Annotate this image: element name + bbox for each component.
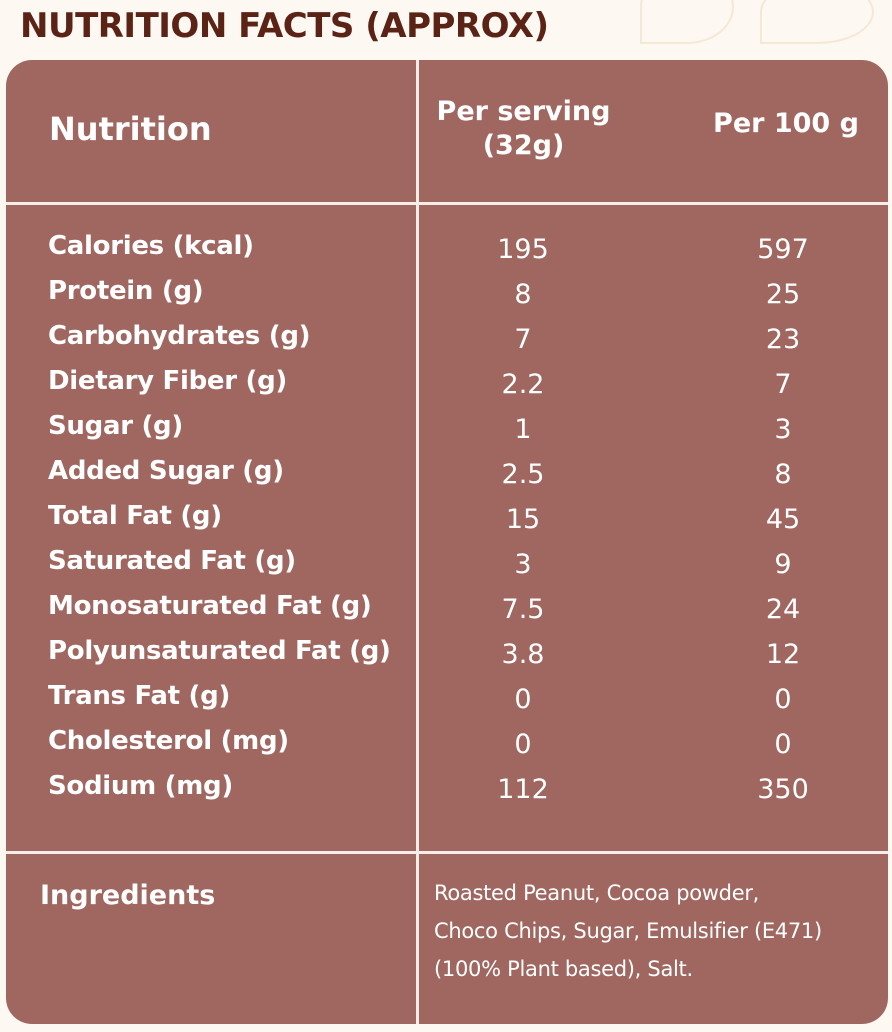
page-title: NUTRITION FACTS (APPROX): [20, 6, 549, 46]
nutrient-name: Carbohydrates (g): [48, 321, 311, 351]
per-100g-value: 597: [757, 234, 809, 265]
per-serving-value: 112: [497, 774, 549, 805]
per-100g-column-header: Per 100 g: [713, 108, 859, 139]
background-decoration: [760, 0, 874, 44]
table-row: Dietary Fiber (g) 2.2 7: [6, 362, 888, 407]
nutrient-name: Saturated Fat (g): [48, 546, 296, 576]
background-decoration: [640, 0, 734, 44]
per-serving-value: 0: [514, 729, 532, 760]
per-serving-value: 0: [514, 684, 532, 715]
per-100g-value: 7: [774, 369, 792, 400]
nutrition-table: Nutrition Per serving (32g) Per 100 g Ca…: [6, 60, 888, 1024]
nutrition-rows: Calories (kcal) 195 597 Protein (g) 8 25…: [6, 227, 888, 812]
per-serving-column-header: Per serving (32g): [426, 95, 621, 163]
per-100g-value: 25: [765, 279, 801, 310]
nutrient-name: Total Fat (g): [48, 501, 222, 531]
per-100g-value: 12: [765, 639, 801, 670]
ingredients-line: Choco Chips, Sugar, Emulsifier (E471): [434, 919, 822, 943]
ingredients-divider: [6, 851, 888, 854]
per-serving-value: 7.5: [501, 594, 545, 625]
per-serving-value: 15: [505, 504, 541, 535]
per-100g-value: 23: [765, 324, 801, 355]
per-serving-header-line1: Per serving: [436, 96, 611, 127]
table-row: Calories (kcal) 195 597: [6, 227, 888, 272]
table-row: Total Fat (g) 15 45: [6, 497, 888, 542]
header-divider: [6, 202, 888, 205]
ingredients-line: (100% Plant based), Salt.: [434, 957, 693, 981]
per-serving-value: 2.5: [501, 459, 545, 490]
ingredients-line: Roasted Peanut, Cocoa powder,: [434, 881, 760, 905]
table-row: Polyunsaturated Fat (g) 3.8 12: [6, 632, 888, 677]
table-row: Protein (g) 8 25: [6, 272, 888, 317]
nutrient-name: Protein (g): [48, 276, 204, 306]
per-serving-value: 7: [514, 324, 532, 355]
ingredients-label: Ingredients: [40, 880, 216, 911]
per-100g-value: 0: [774, 729, 792, 760]
table-row: Monosaturated Fat (g) 7.5 24: [6, 587, 888, 632]
per-100g-value: 24: [765, 594, 801, 625]
nutrient-name: Dietary Fiber (g): [48, 366, 287, 396]
nutrient-name: Calories (kcal): [48, 231, 254, 261]
nutrient-name: Polyunsaturated Fat (g): [48, 636, 391, 666]
per-serving-value: 195: [497, 234, 549, 265]
table-row: Sugar (g) 1 3: [6, 407, 888, 452]
per-100g-value: 350: [757, 774, 809, 805]
per-100g-value: 45: [765, 504, 801, 535]
table-row: Cholesterol (mg) 0 0: [6, 722, 888, 767]
per-serving-value: 3.8: [501, 639, 545, 670]
table-row: Sodium (mg) 112 350: [6, 767, 888, 812]
ingredients-text: Roasted Peanut, Cocoa powder, Choco Chip…: [434, 874, 884, 988]
table-row: Carbohydrates (g) 7 23: [6, 317, 888, 362]
nutrient-name: Added Sugar (g): [48, 456, 284, 486]
per-serving-value: 8: [514, 279, 532, 310]
per-serving-value: 3: [514, 549, 532, 580]
nutrient-name: Trans Fat (g): [48, 681, 231, 711]
per-serving-value: 2.2: [501, 369, 545, 400]
nutrient-name: Monosaturated Fat (g): [48, 591, 372, 621]
per-100g-value: 0: [774, 684, 792, 715]
table-row: Trans Fat (g) 0 0: [6, 677, 888, 722]
per-serving-value: 1: [514, 414, 532, 445]
table-row: Saturated Fat (g) 3 9: [6, 542, 888, 587]
nutrient-name: Cholesterol (mg): [48, 726, 289, 756]
per-100g-value: 9: [774, 549, 792, 580]
nutrient-name: Sugar (g): [48, 411, 183, 441]
nutrition-column-header: Nutrition: [49, 110, 212, 148]
per-100g-value: 8: [774, 459, 792, 490]
column-divider: [416, 60, 419, 1024]
per-serving-header-line2: (32g): [482, 130, 565, 161]
nutrient-name: Sodium (mg): [48, 771, 233, 801]
per-100g-value: 3: [774, 414, 792, 445]
table-row: Added Sugar (g) 2.5 8: [6, 452, 888, 497]
